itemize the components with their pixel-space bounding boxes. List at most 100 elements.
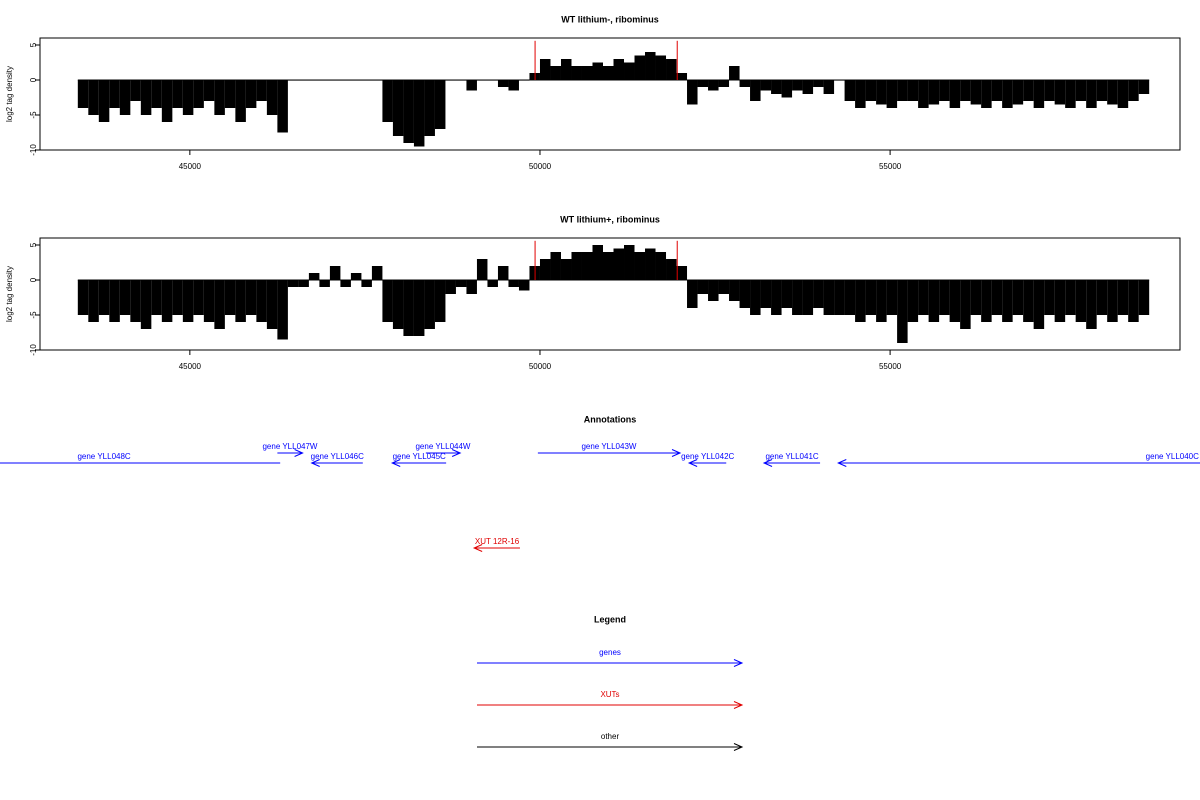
density-bar bbox=[581, 66, 593, 80]
density-bar bbox=[214, 80, 225, 115]
density-bar bbox=[182, 80, 194, 115]
density-bar bbox=[1054, 80, 1066, 105]
gene-label: gene YLL045C bbox=[393, 452, 446, 461]
density-bar bbox=[1086, 80, 1097, 108]
x-tick-label: 50000 bbox=[529, 362, 552, 371]
density-bar bbox=[624, 245, 635, 280]
density-bar bbox=[1044, 280, 1055, 315]
density-bar bbox=[329, 266, 341, 280]
density-bar bbox=[224, 80, 236, 108]
density-bar bbox=[203, 280, 215, 322]
density-bar bbox=[907, 280, 919, 322]
gene-label: gene YLL043W bbox=[581, 442, 636, 451]
density-bar bbox=[1128, 80, 1139, 101]
density-bar bbox=[172, 280, 183, 315]
density-bar bbox=[1138, 80, 1150, 94]
density-bar bbox=[550, 66, 561, 80]
density-bar bbox=[266, 80, 278, 115]
density-bar bbox=[928, 80, 940, 105]
density-bar bbox=[109, 280, 120, 322]
density-bar bbox=[886, 80, 898, 108]
x-tick-label: 50000 bbox=[529, 162, 552, 171]
density-bar bbox=[235, 280, 246, 322]
density-bar bbox=[245, 280, 257, 315]
density-bar bbox=[1096, 80, 1108, 101]
x-tick-label: 55000 bbox=[879, 162, 902, 171]
density-bar bbox=[844, 280, 856, 315]
density-bar bbox=[666, 59, 677, 80]
density-bar bbox=[718, 280, 730, 294]
density-bar bbox=[687, 280, 698, 308]
density-bar bbox=[1075, 280, 1087, 322]
gene-label: gene YLL041C bbox=[765, 452, 818, 461]
density-bar bbox=[1012, 80, 1024, 105]
density-bar bbox=[991, 280, 1003, 315]
density-bar bbox=[371, 266, 383, 280]
x-tick-label: 45000 bbox=[179, 362, 202, 371]
density-bar bbox=[970, 80, 982, 105]
density-bar bbox=[560, 59, 572, 80]
density-bar bbox=[855, 280, 866, 322]
y-tick-label: 0 bbox=[29, 277, 38, 282]
density-bar bbox=[739, 280, 751, 308]
density-bar bbox=[813, 280, 824, 308]
density-bar bbox=[991, 80, 1003, 101]
gene-label: gene YLL042C bbox=[681, 452, 734, 461]
density-bar bbox=[729, 280, 740, 301]
density-bar bbox=[645, 52, 656, 80]
density-bar bbox=[266, 280, 278, 329]
density-bar bbox=[119, 280, 131, 315]
density-bar bbox=[1002, 280, 1013, 322]
density-bar bbox=[729, 66, 740, 80]
density-bar bbox=[245, 80, 257, 108]
bars bbox=[77, 52, 1150, 147]
density-bar bbox=[466, 80, 477, 91]
density-bar bbox=[981, 80, 992, 108]
density-bar bbox=[581, 252, 593, 280]
density-bar bbox=[77, 280, 89, 315]
plot-frame bbox=[39, 237, 1181, 351]
density-bar bbox=[687, 80, 698, 105]
density-bar bbox=[792, 80, 803, 91]
density-bar bbox=[645, 248, 656, 280]
density-bar bbox=[1138, 280, 1150, 315]
annotations-title: Annotations bbox=[584, 414, 637, 424]
xut-label: XUT 12R-16 bbox=[475, 537, 520, 546]
density-bar bbox=[834, 280, 845, 315]
density-bar bbox=[708, 80, 719, 91]
gene-label: gene YLL044W bbox=[415, 442, 470, 451]
density-bar bbox=[392, 80, 404, 136]
density-bar bbox=[487, 280, 498, 287]
density-bar bbox=[308, 273, 320, 280]
density-bar bbox=[550, 252, 561, 280]
density-bar bbox=[224, 280, 236, 315]
density-bar bbox=[476, 259, 488, 280]
density-bar bbox=[708, 280, 719, 301]
y-tick-label: 5 bbox=[29, 242, 38, 247]
density-bar bbox=[676, 73, 688, 80]
density-bar bbox=[497, 80, 509, 87]
density-bar bbox=[340, 280, 351, 287]
density-bar bbox=[960, 280, 971, 329]
density-bar bbox=[760, 280, 772, 308]
density-bar bbox=[403, 280, 414, 336]
y-tick-label: 5 bbox=[29, 42, 38, 47]
density-bar bbox=[697, 280, 709, 294]
density-bar bbox=[98, 80, 110, 122]
panel-title: WT lithium-, ribominus bbox=[561, 14, 659, 24]
arrow-head bbox=[451, 449, 462, 457]
density-bar bbox=[876, 280, 887, 322]
density-bar bbox=[781, 280, 793, 308]
density-bar bbox=[140, 80, 152, 115]
density-bar bbox=[697, 80, 709, 87]
density-bar bbox=[802, 80, 814, 94]
density-bar bbox=[960, 80, 971, 101]
density-bar bbox=[560, 259, 572, 280]
density-bar bbox=[508, 280, 519, 287]
density-bar bbox=[949, 80, 961, 108]
density-bar bbox=[1075, 80, 1087, 101]
density-bar bbox=[1033, 280, 1045, 329]
density-bar bbox=[235, 80, 246, 122]
density-bar bbox=[602, 66, 614, 80]
density-bar bbox=[750, 80, 761, 101]
